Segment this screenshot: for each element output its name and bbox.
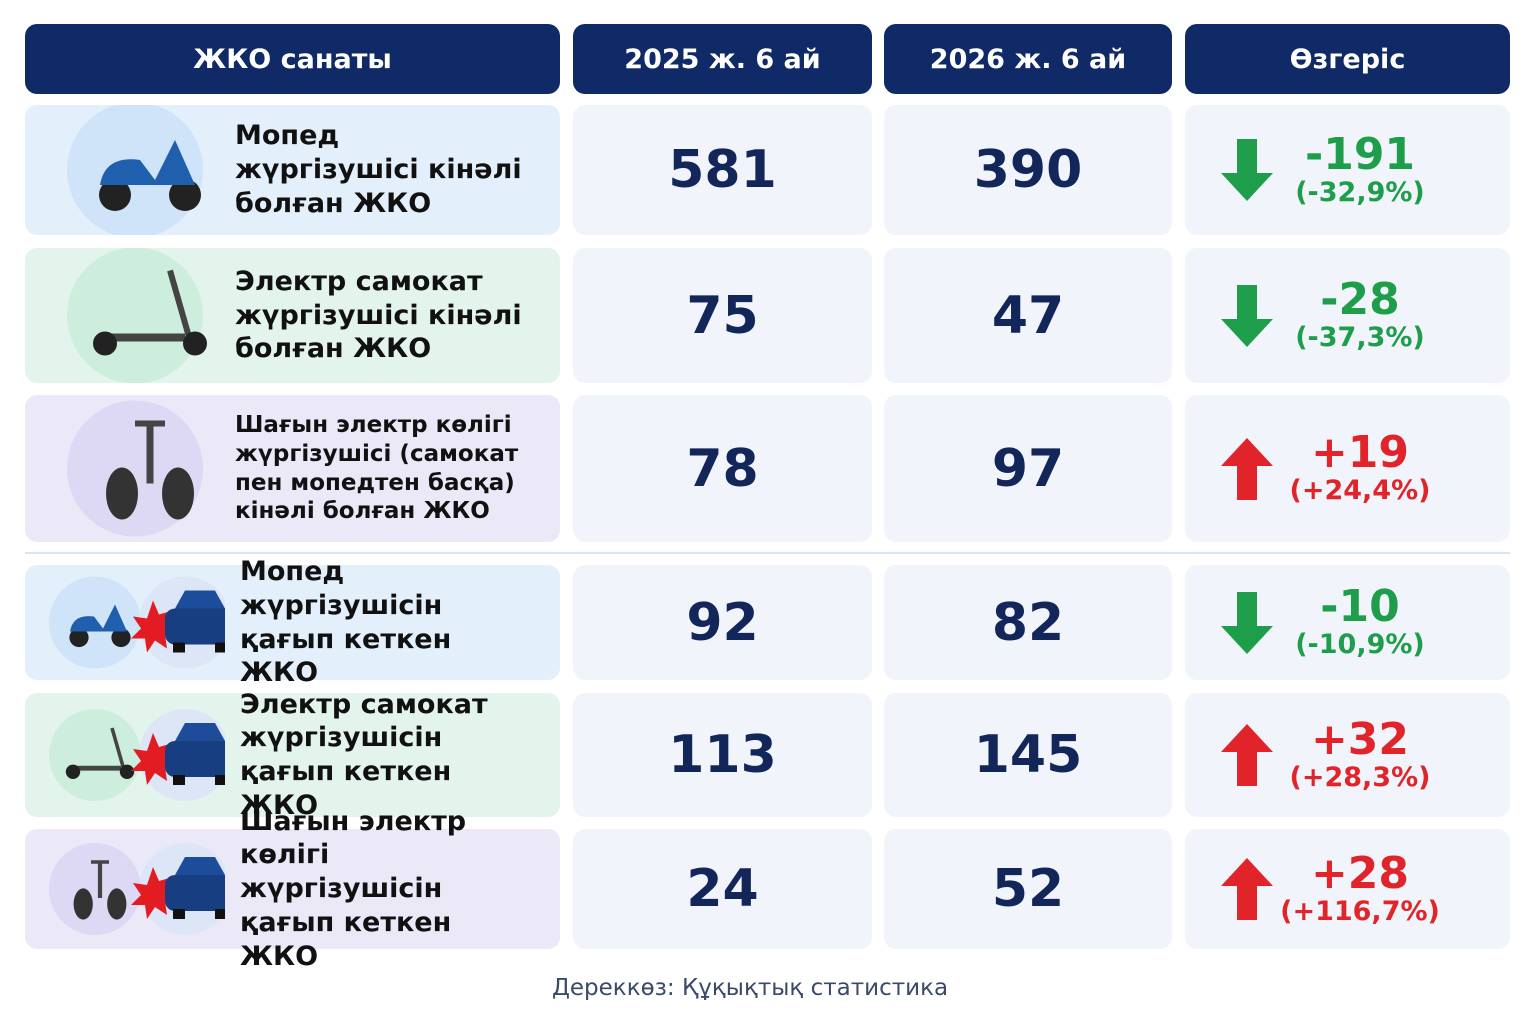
change-value: -28 (1320, 274, 1400, 325)
change-cell: +28 (+116,7%) (1185, 829, 1510, 949)
icon (67, 400, 203, 537)
value-2026: 97 (884, 395, 1172, 542)
arrow-up (1221, 437, 1273, 500)
change-text: +32 (+28,3%) (1265, 713, 1455, 793)
category-label: Шағын электр көлігі жүргізушісін қағып к… (240, 805, 467, 972)
change-value: -191 (1304, 128, 1416, 180)
icon (67, 248, 207, 383)
category-cell: Мопед жүргізушісі кінәлі болған ЖКО (25, 105, 560, 235)
value-2025: 75 (573, 248, 872, 383)
change-text: -28 (-37,3%) (1265, 274, 1455, 354)
change-cell: -10 (-10,9%) (1185, 565, 1510, 680)
icon (49, 576, 225, 669)
change-cell: +19 (+24,4%) (1185, 395, 1510, 542)
category-cell: Мопед жүргізушісін қағып кеткен ЖКО (25, 556, 560, 688)
column-header: Өзгеріс (1185, 24, 1510, 94)
value-2026: 52 (884, 829, 1172, 949)
value-2025: 24 (573, 829, 872, 949)
change-text: -10 (-10,9%) (1265, 581, 1455, 661)
change-value: +32 (1310, 713, 1410, 765)
value-2025: 113 (573, 693, 872, 817)
value-2025: 581 (573, 105, 872, 235)
value-2026: 145 (884, 693, 1172, 817)
category-cell: Шағын электр көлігі жүргізушісі (самокат… (25, 395, 560, 542)
change-percent: (-10,9%) (1295, 629, 1425, 660)
icon (67, 105, 203, 235)
source: Дереккөз: Құқықтық статистика (551, 975, 949, 1001)
icon (49, 843, 225, 935)
arrow-down (1221, 591, 1273, 654)
change-percent: (+116,7%) (1280, 895, 1440, 927)
value-2025: 92 (573, 565, 872, 680)
column-header: ЖКО санаты (25, 24, 560, 94)
change-text: +19 (+24,4%) (1265, 427, 1455, 507)
category-label: Шағын электр көлігі жүргізушісі (самокат… (235, 412, 519, 525)
category-cell: Электр самокат жүргізушісін қағып кеткен… (25, 689, 560, 821)
change-percent: (+24,4%) (1289, 475, 1431, 506)
arrow-up (1221, 724, 1273, 786)
change-percent: (+28,3%) (1289, 761, 1431, 793)
change-percent: (-37,3%) (1295, 322, 1425, 353)
value-2025: 78 (573, 395, 872, 542)
column-header: 2025 ж. 6 ай (573, 24, 872, 94)
category-label: Электр самокат жүргізушісі кінәлі болған… (235, 265, 522, 365)
change-cell: +32 (+28,3%) (1185, 693, 1510, 817)
column-header: 2026 ж. 6 ай (884, 24, 1172, 94)
arrow-down (1221, 139, 1273, 201)
change-cell: -28 (-37,3%) (1185, 248, 1510, 383)
category-label: Мопед жүргізушісі кінәлі болған ЖКО (235, 120, 522, 219)
icon (49, 709, 225, 801)
change-cell: -191 (-32,9%) (1185, 105, 1510, 235)
category-cell: Шағын электр көлігі жүргізушісін қағып к… (25, 806, 560, 972)
change-value: +28 (1310, 847, 1410, 899)
value-2026: 82 (884, 565, 1172, 680)
change-value: +19 (1310, 427, 1410, 478)
arrow-down (1221, 284, 1273, 347)
change-text: +28 (+116,7%) (1265, 847, 1455, 927)
change-value: -10 (1320, 581, 1400, 632)
category-cell: Электр самокат жүргізушісі кінәлі болған… (25, 248, 560, 383)
change-percent: (-32,9%) (1295, 176, 1425, 208)
separator (25, 552, 1510, 554)
value-2026: 47 (884, 248, 1172, 383)
change-text: -191 (-32,9%) (1265, 128, 1455, 208)
category-label: Мопед жүргізушісін қағып кеткен ЖКО (240, 556, 452, 689)
category-label: Электр самокат жүргізушісін қағып кеткен… (240, 688, 488, 821)
value-2026: 390 (884, 105, 1172, 235)
arrow-up (1221, 858, 1273, 920)
